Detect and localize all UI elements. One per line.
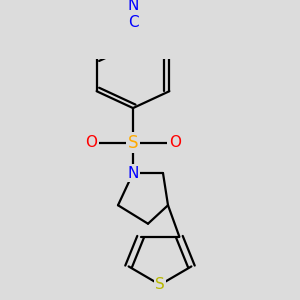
Text: S: S — [128, 134, 138, 152]
Text: O: O — [169, 135, 181, 150]
Text: C: C — [128, 16, 138, 31]
Text: O: O — [85, 135, 97, 150]
Text: N: N — [127, 0, 139, 13]
Text: S: S — [155, 277, 165, 292]
Text: N: N — [127, 166, 139, 181]
